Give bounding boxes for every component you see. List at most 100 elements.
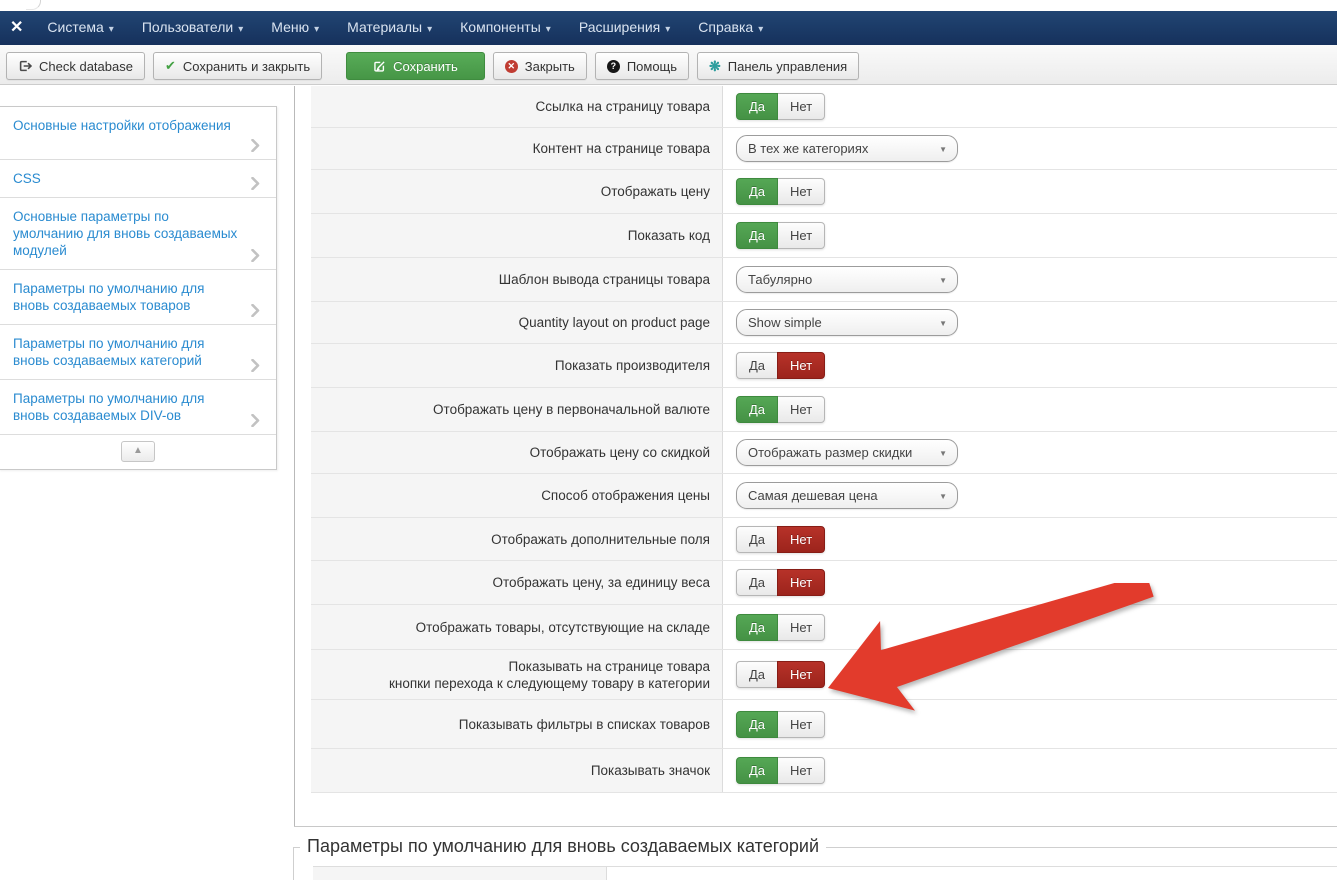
select-dropdown[interactable]: В тех же категориях ▼ xyxy=(736,135,958,162)
caret-down-icon: ▾ xyxy=(108,23,114,35)
close-button[interactable]: ✕ Закрыть xyxy=(492,52,587,80)
caret-down-icon: ▾ xyxy=(665,23,671,35)
settings-row: Показывать на странице товара кнопки пер… xyxy=(311,650,1337,700)
toggle-no-button[interactable]: Нет xyxy=(777,613,826,641)
nav-item-system[interactable]: Система ▾ xyxy=(33,10,127,47)
top-strip xyxy=(0,0,1337,11)
sidebar-item-label: Параметры по умолчанию для вновь создава… xyxy=(13,336,205,368)
sidebar-item-div-defaults[interactable]: Параметры по умолчанию для вновь создава… xyxy=(0,380,276,435)
yes-no-toggle: Да Нет xyxy=(736,525,826,553)
toggle-no-button[interactable]: Нет xyxy=(777,661,826,688)
toolbar: Check database ✔ Сохранить и закрыть Сохран… xyxy=(0,45,1337,85)
chevron-right-icon xyxy=(251,304,260,317)
nav-item-label: Материалы xyxy=(347,18,423,35)
fieldset-bottom-border xyxy=(294,826,1337,827)
save-button[interactable]: Сохранить xyxy=(346,52,485,80)
toggle-yes-button[interactable]: Да xyxy=(736,178,779,205)
yes-no-toggle: Да Нет xyxy=(736,93,826,120)
button-label: Панель управления xyxy=(727,58,848,74)
toggle-yes-button[interactable]: Да xyxy=(736,222,779,249)
help-icon: ? xyxy=(606,59,620,73)
toggle-yes-button[interactable]: Да xyxy=(736,93,779,120)
sidebar-item-product-defaults[interactable]: Параметры по умолчанию для вновь создава… xyxy=(0,270,276,325)
nav-item-extensions[interactable]: Расширения ▾ xyxy=(565,10,684,47)
setting-label: Отображать дополнительные поля xyxy=(311,518,723,560)
toggle-yes-button[interactable]: Да xyxy=(736,757,779,784)
sidebar-item-label: Основные параметры по умолчанию для внов… xyxy=(13,209,238,258)
toggle-no-button[interactable]: Нет xyxy=(777,178,826,205)
setting-label: Показать производителя xyxy=(311,344,723,387)
settings-row: Отображать цену со скидкой Отображать раз… xyxy=(311,432,1337,474)
nav-item-components[interactable]: Компоненты ▾ xyxy=(446,10,565,47)
control-panel-button[interactable]: ❋ Панель управления xyxy=(697,52,860,80)
sidebar-item-label: Основные настройки отображения xyxy=(13,118,231,133)
select-value: Отображать размер скидки xyxy=(748,445,913,460)
sidebar-item-display-settings[interactable]: Основные настройки отображения xyxy=(0,107,276,160)
select-arrow-icon: ▼ xyxy=(939,276,947,285)
sidebar-item-label: Параметры по умолчанию для вновь создава… xyxy=(13,391,205,423)
toggle-no-button[interactable]: Нет xyxy=(777,93,826,120)
toggle-no-button[interactable]: Нет xyxy=(777,569,826,596)
nav-item-label: Меню xyxy=(271,18,310,35)
check-icon: ✔ xyxy=(164,58,176,73)
toggle-no-button[interactable]: Нет xyxy=(777,352,826,379)
toggle-yes-button[interactable]: Да xyxy=(736,569,779,596)
setting-label: Отображать товары, отсутствующие на скла… xyxy=(311,605,723,649)
setting-label: Отображать цену, за единицу веса xyxy=(311,561,723,604)
select-arrow-icon: ▼ xyxy=(939,319,947,328)
yes-no-toggle: Да Нет xyxy=(736,757,826,784)
save-and-close-button[interactable]: ✔ Сохранить и закрыть xyxy=(152,52,323,80)
settings-row: Контент на странице товара В тех же катег… xyxy=(311,128,1337,170)
setting-control: Отображать размер скидки ▼ xyxy=(723,432,1337,473)
check-database-button[interactable]: Check database xyxy=(6,52,145,80)
help-button[interactable]: ? Помощь xyxy=(594,52,690,80)
toggle-yes-button[interactable]: Да xyxy=(736,710,779,738)
toggle-yes-button[interactable]: Да xyxy=(736,525,779,553)
button-label: Сохранить и закрыть xyxy=(182,58,311,74)
select-dropdown[interactable]: Самая дешевая цена ▼ xyxy=(736,482,958,509)
setting-control: Да Нет xyxy=(723,170,1337,213)
category-table-label-cell xyxy=(313,867,607,880)
settings-row: Отображать дополнительные поля Да Нет xyxy=(311,518,1337,561)
settings-row: Показывать фильтры в списках товаров Да Не… xyxy=(311,700,1337,749)
select-value: Табулярно xyxy=(748,272,813,287)
toggle-yes-button[interactable]: Да xyxy=(736,352,779,379)
select-dropdown[interactable]: Табулярно ▼ xyxy=(736,266,958,293)
setting-label: Ссылка на страницу товара xyxy=(311,86,723,127)
nav-item-menus[interactable]: Меню ▾ xyxy=(257,10,333,47)
nav-item-users[interactable]: Пользователи ▾ xyxy=(128,10,257,47)
toggle-no-button[interactable]: Нет xyxy=(777,222,826,249)
toggle-no-button[interactable]: Нет xyxy=(777,757,826,784)
setting-label: Показывать значок xyxy=(311,749,723,792)
setting-control: В тех же категориях ▼ xyxy=(723,128,1337,169)
toggle-no-button[interactable]: Нет xyxy=(777,396,826,423)
settings-row: Показать код Да Нет xyxy=(311,214,1337,258)
scroll-to-top-button[interactable]: ▲ xyxy=(121,441,155,462)
toggle-yes-button[interactable]: Да xyxy=(736,613,779,641)
setting-control: Да Нет xyxy=(723,86,1337,127)
setting-control: Табулярно ▼ xyxy=(723,258,1337,301)
toggle-yes-button[interactable]: Да xyxy=(736,661,779,688)
toggle-yes-button[interactable]: Да xyxy=(736,396,779,423)
sidebar-item-css[interactable]: CSS xyxy=(0,160,276,198)
nav-item-content[interactable]: Материалы ▾ xyxy=(333,10,446,47)
setting-control: Да Нет xyxy=(723,518,1337,560)
select-dropdown[interactable]: Show simple ▼ xyxy=(736,309,958,336)
sidebar-item-module-defaults[interactable]: Основные параметры по умолчанию для внов… xyxy=(0,198,276,270)
button-label: Check database xyxy=(39,58,133,74)
sidebar-footer: ▲ xyxy=(0,435,276,469)
select-dropdown[interactable]: Отображать размер скидки ▼ xyxy=(736,439,958,466)
settings-row: Отображать цену в первоначальной валюте Д… xyxy=(311,388,1337,432)
sidebar-item-category-defaults[interactable]: Параметры по умолчанию для вновь создава… xyxy=(0,325,276,380)
yes-no-toggle: Да Нет xyxy=(736,352,826,379)
category-fieldset-left-border xyxy=(293,847,294,880)
setting-label: Quantity layout on product page xyxy=(311,302,723,343)
nav-item-help[interactable]: Справка ▾ xyxy=(684,10,777,47)
setting-control: Да Нет xyxy=(723,388,1337,431)
toggle-no-button[interactable]: Нет xyxy=(777,525,826,553)
setting-control: Да Нет xyxy=(723,344,1337,387)
nav-item-label: Расширения xyxy=(578,18,661,35)
caret-down-icon: ▾ xyxy=(427,23,433,35)
toggle-no-button[interactable]: Нет xyxy=(777,710,826,738)
yes-no-toggle: Да Нет xyxy=(736,710,826,738)
